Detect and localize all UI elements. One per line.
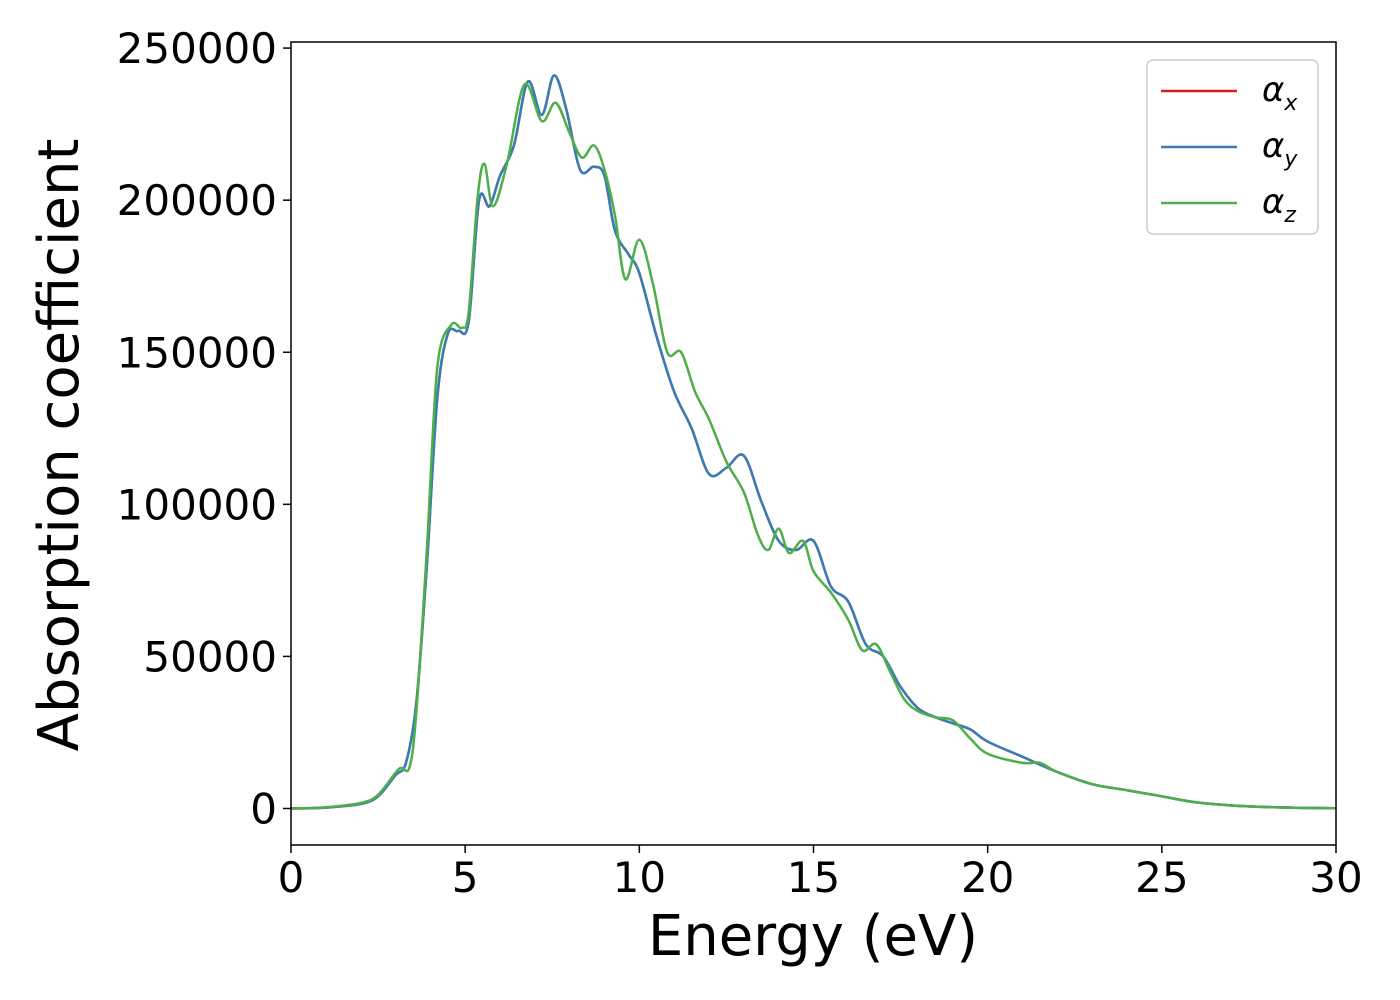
legend-label-y: αy [1262, 126, 1298, 172]
x-axis: 0 5 10 15 20 25 30 [278, 845, 1363, 902]
y-axis-title: Absorption coefficient [27, 139, 92, 752]
y-axis: 0 50000 100000 150000 200000 250000 [117, 24, 291, 834]
legend-subscript: x [1283, 91, 1298, 116]
x-tick-label: 10 [613, 853, 666, 902]
legend-subscript: y [1283, 147, 1298, 172]
y-tick-label: 250000 [117, 24, 277, 73]
y-tick-label: 100000 [117, 480, 277, 529]
x-axis-title: Energy (eV) [648, 904, 978, 969]
x-tick-label: 25 [1135, 853, 1188, 902]
y-tick-label: 200000 [117, 176, 277, 225]
x-tick-label: 30 [1309, 853, 1362, 902]
x-tick-label: 15 [787, 853, 840, 902]
legend-symbol: α [1262, 182, 1284, 222]
x-tick-label: 5 [452, 853, 479, 902]
y-tick-label: 150000 [117, 328, 277, 377]
series-layer [290, 74, 1337, 810]
legend-subscript: z [1283, 203, 1296, 228]
x-tick-label: 0 [278, 853, 305, 902]
y-tick-label: 50000 [143, 632, 277, 681]
series-line-y [290, 74, 1337, 810]
legend-symbol: α [1262, 70, 1284, 110]
legend-symbol: α [1262, 126, 1284, 166]
legend-label-x: αx [1262, 70, 1298, 116]
series-line-z [290, 82, 1337, 810]
y-tick-label: 0 [250, 785, 277, 834]
x-tick-label: 20 [961, 853, 1014, 902]
legend-label-z: αz [1262, 182, 1296, 228]
